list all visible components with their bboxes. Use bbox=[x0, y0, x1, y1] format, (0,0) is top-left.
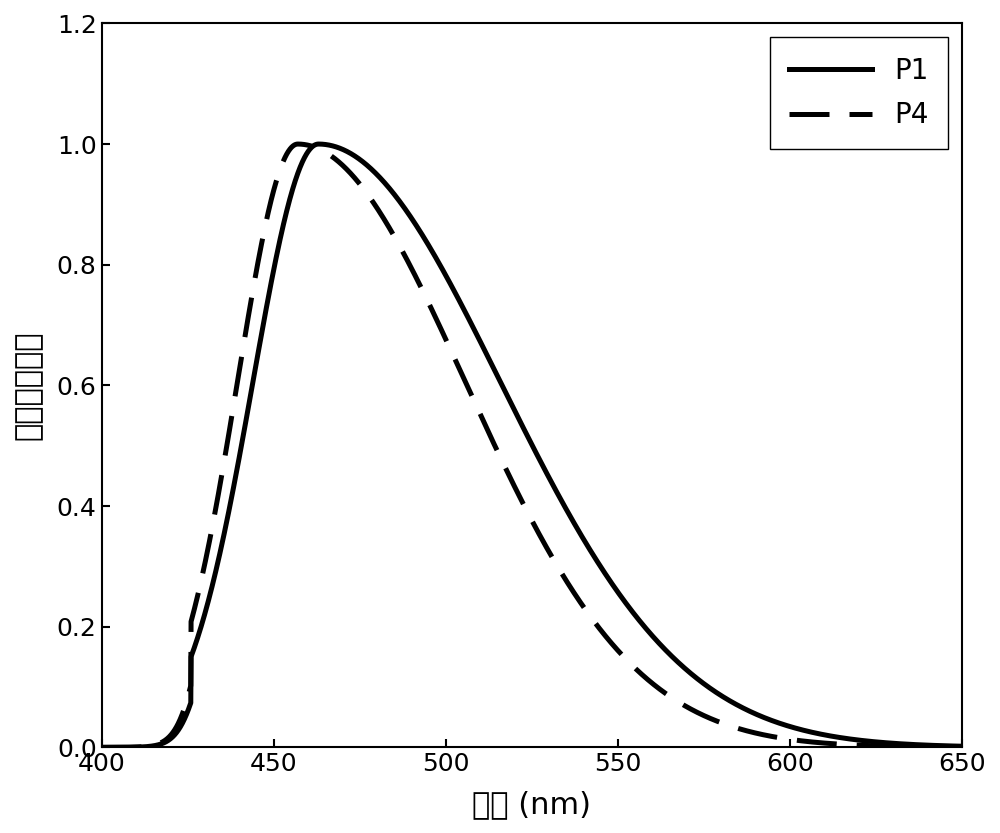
P1 bbox=[956, 741, 968, 751]
P4 bbox=[426, 305, 438, 315]
P4 bbox=[956, 742, 968, 752]
P1 bbox=[426, 246, 438, 256]
X-axis label: 波长 (nm): 波长 (nm) bbox=[472, 791, 591, 819]
P4 bbox=[463, 386, 475, 396]
Legend: P1, P4: P1, P4 bbox=[770, 37, 948, 149]
P1 bbox=[463, 315, 475, 325]
Line: P1: P1 bbox=[102, 144, 962, 747]
P4 bbox=[940, 742, 952, 752]
P4 bbox=[194, 582, 206, 592]
P1 bbox=[245, 389, 257, 399]
Y-axis label: 光致发光强度: 光致发光强度 bbox=[14, 331, 43, 440]
P1 bbox=[847, 735, 859, 745]
P1 bbox=[313, 139, 325, 149]
Line: P4: P4 bbox=[102, 144, 962, 747]
P4 bbox=[292, 139, 304, 149]
P4 bbox=[245, 297, 257, 307]
P1 bbox=[96, 742, 108, 752]
P4 bbox=[847, 740, 859, 750]
P1 bbox=[194, 626, 206, 636]
P4 bbox=[96, 742, 108, 752]
P1 bbox=[940, 741, 952, 751]
